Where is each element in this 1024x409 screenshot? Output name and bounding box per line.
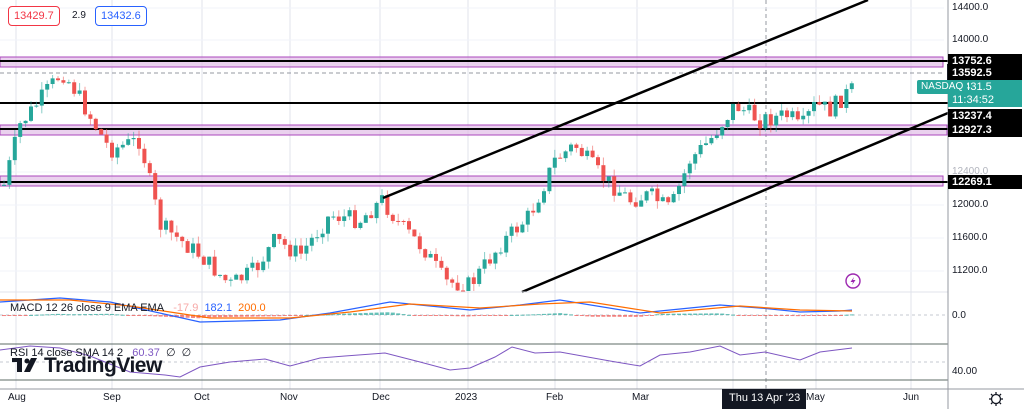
tradingview-logo-icon xyxy=(12,358,37,372)
time-axis-label: May xyxy=(806,392,825,403)
crosshair-price-tag: 13592.5 xyxy=(948,66,1022,80)
countdown-tag: 11:34:52 xyxy=(948,93,1022,107)
time-axis-label: Aug xyxy=(8,392,26,403)
candlesticks xyxy=(2,75,854,292)
time-axis-label: 2023 xyxy=(455,392,478,403)
price-axis-label: 11200.0 xyxy=(952,265,988,276)
macd-legend[interactable]: MACD 12 26 close 9 EMA EMA -17.9 182.1 2… xyxy=(10,302,266,314)
time-axis-label: Dec xyxy=(372,392,390,403)
signal-line xyxy=(0,299,853,319)
gear-icon[interactable] xyxy=(989,392,1003,406)
macd-axis-label: 0.0 xyxy=(952,310,966,321)
time-axis-label: Nov xyxy=(280,392,298,403)
rsi-title: RSI 14 close SMA 14 2 xyxy=(10,347,124,359)
level-tag: 13237.4 xyxy=(948,109,1022,123)
rsi-value: 60.37 xyxy=(132,347,160,359)
macd-hist-value: -17.9 xyxy=(173,302,199,314)
symbol-label[interactable]: NASDAQ xyxy=(917,80,968,94)
rsi-extra: ∅ xyxy=(165,347,176,359)
macd-value: 182.1 xyxy=(204,302,232,314)
level-tag: 12269.1 xyxy=(948,175,1022,189)
crosshair-date-tag xyxy=(722,389,806,409)
time-axis-label: Sep xyxy=(103,392,121,403)
rsi-axis-label: 40.00 xyxy=(952,366,978,377)
level-tag: 13752.6 xyxy=(948,54,1022,68)
rsi-extra: ∅ xyxy=(181,347,192,359)
ask-price-box[interactable]: 13432.6 xyxy=(95,6,147,26)
support-resistance-zones xyxy=(0,56,948,187)
price-axis-label: 14400.0 xyxy=(952,2,989,13)
crosshair-date-label: Thu 13 Apr '23 xyxy=(729,392,801,404)
time-axis-label: Jun xyxy=(903,392,920,403)
rsi-legend[interactable]: RSI 14 close SMA 14 2 60.37 ∅ ∅ xyxy=(10,346,191,359)
rsi-line xyxy=(0,345,853,378)
lightning-icon[interactable] xyxy=(845,273,861,289)
signal-value: 200.0 xyxy=(238,302,266,314)
spread-value: 2.9 xyxy=(72,10,86,21)
price-axis-label: 12000.0 xyxy=(952,199,989,210)
price-axis-label: 12400.0 xyxy=(952,166,989,177)
horizontal-levels xyxy=(0,60,948,183)
level-tag: 12927.3 xyxy=(948,123,1022,137)
macd-histogram xyxy=(2,312,854,319)
price-axis-label: 11600.0 xyxy=(952,232,988,243)
time-axis-label: Oct xyxy=(194,392,210,403)
macd-title: MACD 12 26 close 9 EMA EMA xyxy=(10,302,165,314)
price-axis-label: 14000.0 xyxy=(952,34,989,45)
time-axis-label: Feb xyxy=(546,392,564,403)
time-axis-label: Mar xyxy=(632,392,650,403)
trend-channel xyxy=(382,0,949,294)
brand-name: TradingView xyxy=(44,354,162,377)
bid-price-box[interactable]: 13429.7 xyxy=(8,6,60,26)
